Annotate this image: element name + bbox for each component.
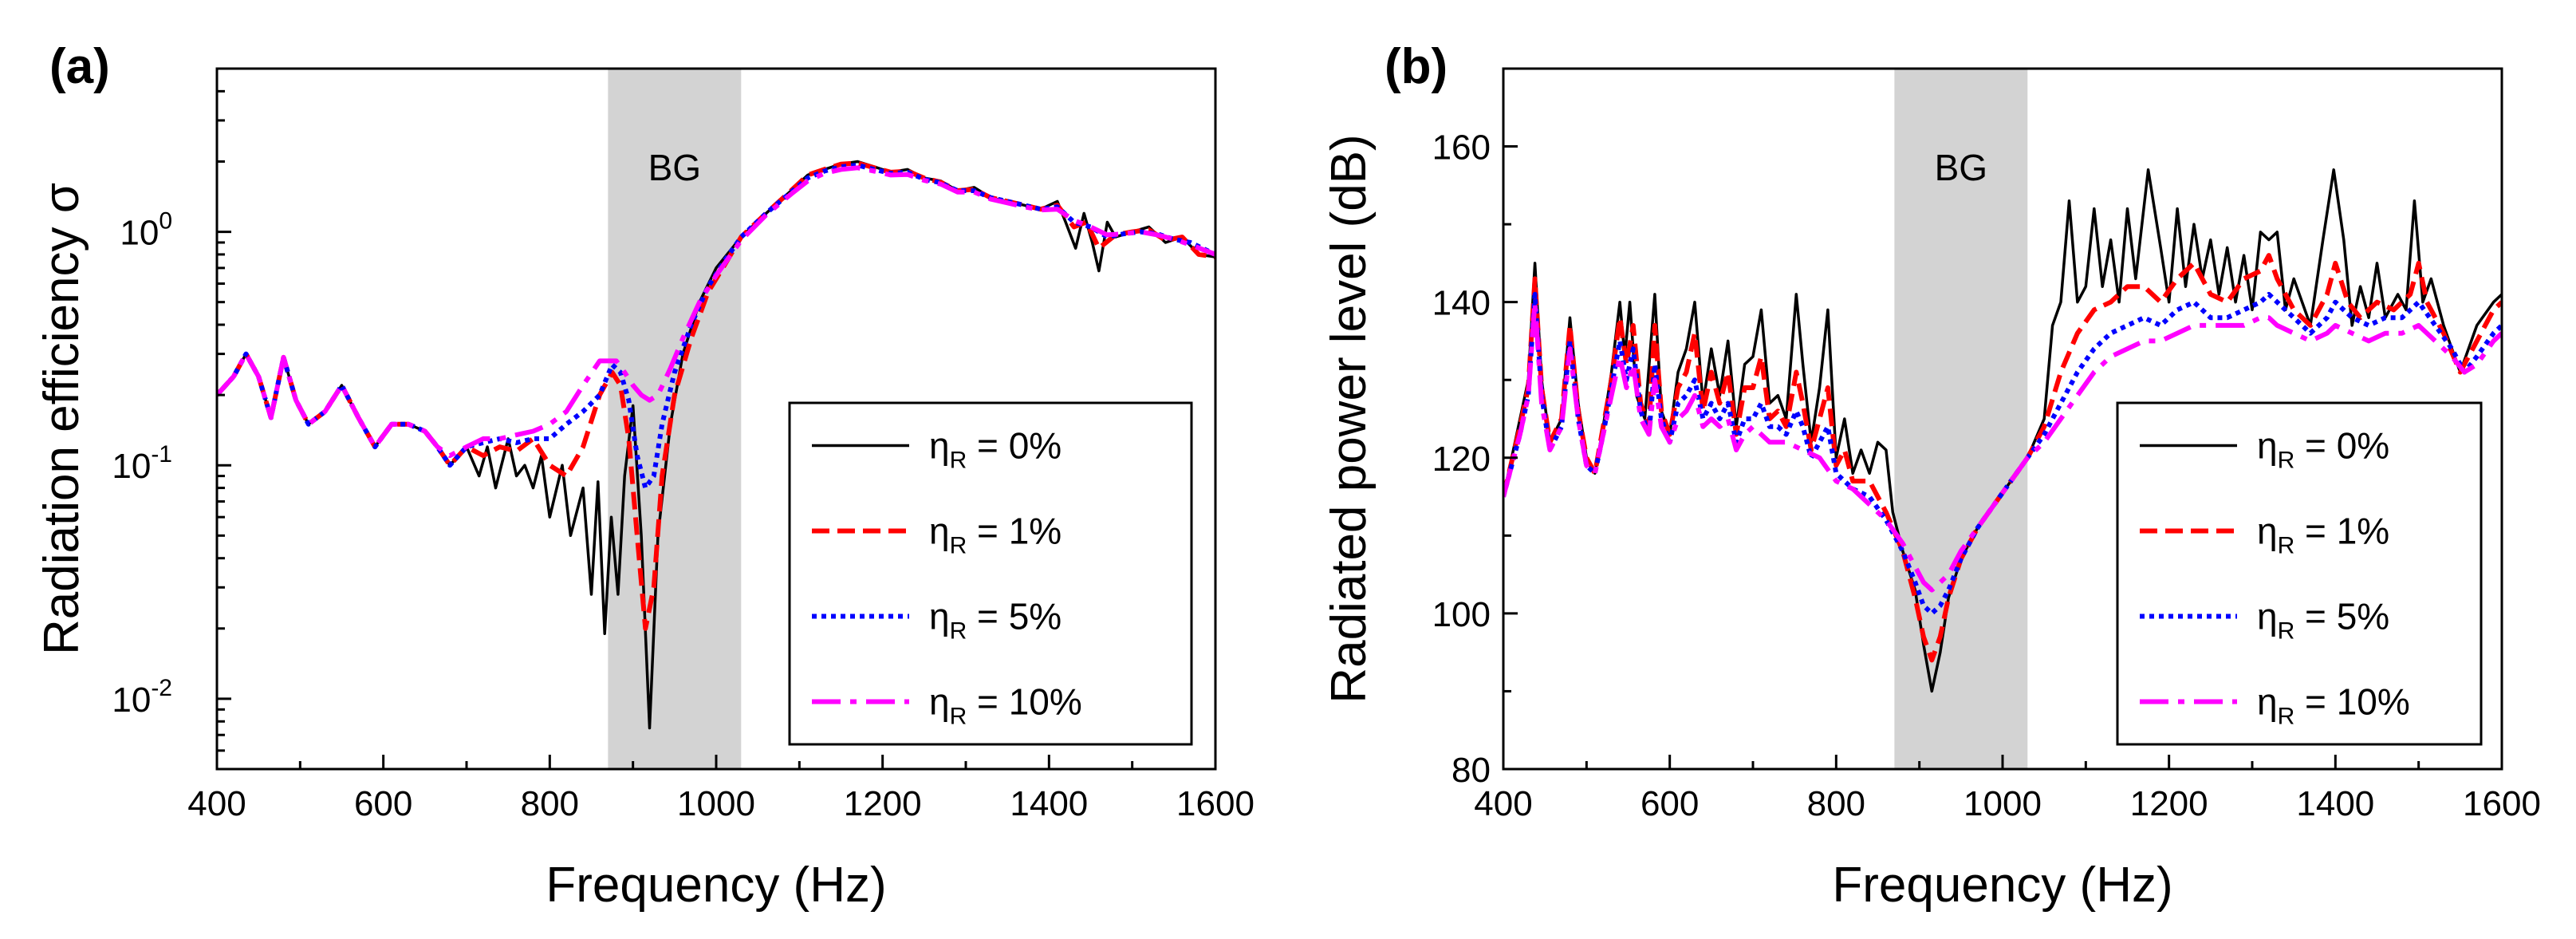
legend-label-1: ηR = 1% [2257, 511, 2389, 559]
x-tick-label: 600 [1641, 784, 1699, 823]
x-tick-label: 800 [521, 784, 579, 823]
legend: ηR = 0% ηR = 1% ηR = 5% ηR = 10% [788, 401, 1193, 746]
series-group [217, 160, 1215, 730]
y-tick-label: 10-2 [112, 675, 172, 720]
axis-ticks: 400 600 800 1000 1200 1400 1600 10-2 10-1 100 [112, 67, 1255, 823]
legend-label-2: ηR = 5% [2257, 596, 2389, 645]
y-axis-title: Radiated power level (dB) [1321, 134, 1377, 703]
legend-label-2: ηR = 5% [929, 596, 1062, 645]
y-tick-label: 160 [1432, 128, 1491, 168]
legend: ηR = 0% ηR = 1% ηR = 5% ηR = 10% [2116, 401, 2483, 746]
legend-box [2116, 401, 2483, 746]
y-tick-label: 100 [120, 208, 172, 253]
legend-label-3: ηR = 10% [2257, 681, 2410, 730]
y-axis-title: Radiation efficiency σ [34, 183, 89, 655]
x-tick-label: 600 [354, 784, 412, 823]
panel-label-a: (a) [49, 39, 110, 94]
panel-a-radiation-efficiency: (a) BG 400 600 800 1000 1200 1400 1600 10-2 10-1… [34, 39, 1255, 913]
x-tick-label: 1000 [1964, 784, 2042, 823]
legend-label-1: ηR = 1% [929, 511, 1062, 559]
legend-label-0: ηR = 0% [929, 425, 1062, 474]
plot-frame [1502, 67, 2503, 771]
x-tick-label: 400 [1474, 784, 1532, 823]
x-tick-label: 1400 [2296, 784, 2374, 823]
legend-box [788, 401, 1193, 746]
series-line-2 [1503, 291, 2502, 616]
x-tick-label: 1200 [844, 784, 922, 823]
x-axis-title: Frequency (Hz) [1832, 858, 2172, 913]
series-line-1 [1503, 253, 2502, 663]
series-line-3 [1503, 299, 2502, 593]
y-tick-label: 140 [1432, 284, 1491, 323]
x-tick-label: 400 [187, 784, 246, 823]
series-group [1503, 168, 2502, 693]
x-tick-label: 1000 [677, 784, 755, 823]
y-tick-label: 10-1 [112, 441, 172, 486]
axis-ticks: 400 600 800 1000 1200 1400 1600 80 100 120 140 160 [1432, 128, 2541, 823]
bandgap-label: BG [648, 147, 701, 188]
x-tick-label: 800 [1807, 784, 1865, 823]
y-tick-label: 80 [1451, 751, 1491, 790]
legend-label-3: ηR = 10% [929, 681, 1082, 730]
bandgap-label: BG [1935, 147, 1987, 188]
y-tick-label: 120 [1432, 440, 1491, 479]
panel-b-radiated-power: (b) BG 400 600 800 1000 1200 1400 1600 80 100 120… [1321, 39, 2541, 913]
x-tick-label: 1600 [2463, 784, 2541, 823]
bandgap-band [1894, 69, 2028, 769]
x-tick-label: 1600 [1176, 784, 1255, 823]
legend-label-0: ηR = 0% [2257, 425, 2389, 474]
x-tick-label: 1400 [1010, 784, 1088, 823]
x-tick-label: 1200 [2130, 784, 2208, 823]
x-axis-title: Frequency (Hz) [546, 858, 886, 913]
panel-label-b: (b) [1385, 39, 1448, 94]
plot-frame [215, 67, 1217, 771]
y-tick-label: 100 [1432, 595, 1491, 634]
